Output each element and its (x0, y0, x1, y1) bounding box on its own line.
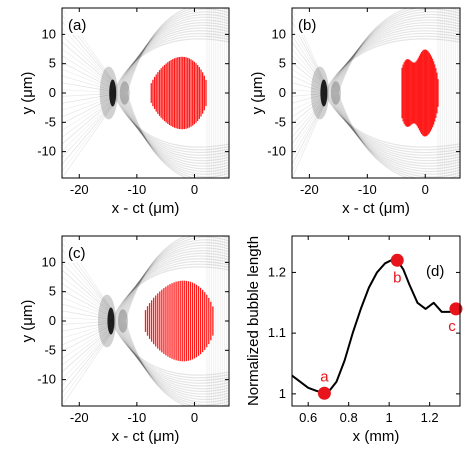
x-tick-label: 0.8 (340, 410, 358, 425)
y-tick-label: 1 (279, 386, 286, 401)
y-tick-label: -10 (37, 372, 56, 387)
x-tick-label: 0 (191, 410, 198, 425)
marker-label-b: b (393, 269, 401, 286)
y-tick-label: -5 (44, 114, 56, 129)
particle-bunch (402, 50, 438, 137)
marker-label-c: c (448, 318, 456, 335)
x-tick-label: 1.2 (421, 410, 439, 425)
panel-d: a b c 0.6 0.8 1 1.2 1 1.1 1.2 x (mm) Normalized bub… (245, 236, 462, 445)
panel-c: -20 -10 0 -10 -5 0 5 10 x - ct (μm) y (μm) (c) (19, 232, 234, 445)
marker-c (449, 302, 462, 315)
y-tick-label: -5 (44, 342, 56, 357)
y-tick-label: 5 (279, 56, 286, 71)
y-tick-label: 1.2 (268, 264, 286, 279)
x-axis-label: x - ct (μm) (112, 200, 180, 217)
x-tick-label: 0.6 (299, 410, 317, 425)
y-tick-label: -10 (37, 144, 56, 159)
x-axis-label: x - ct (μm) (342, 200, 410, 217)
x-tick-label: -10 (358, 182, 377, 197)
y-tick-label: 10 (42, 26, 56, 41)
y-tick-label: 10 (272, 26, 286, 41)
x-tick-label: -20 (300, 182, 319, 197)
y-axis-label: y (μm) (19, 72, 36, 115)
y-tick-label: -10 (267, 144, 286, 159)
marker-b (391, 254, 404, 267)
x-tick-label: -10 (127, 182, 146, 197)
y-tick-label: 10 (42, 254, 56, 269)
x-axis-label: x (mm) (353, 428, 400, 445)
marker-label-a: a (320, 368, 329, 385)
y-tick-label: 5 (49, 284, 56, 299)
marker-a (318, 387, 331, 400)
y-tick-label: -5 (274, 114, 286, 129)
x-tick-label: 1 (386, 410, 393, 425)
y-axis-label: y (μm) (19, 300, 36, 343)
panel-a: -20 -10 0 -10 -5 0 5 10 x - ct (μm) y (μm) (a) (19, 4, 234, 217)
y-tick-label: 1.1 (268, 325, 286, 340)
x-axis-label: x - ct (μm) (112, 428, 180, 445)
panel-label: (d) (426, 263, 444, 280)
y-tick-label: 0 (49, 313, 56, 328)
series-line (292, 260, 456, 392)
panel-label: (c) (68, 245, 86, 262)
panel-b: -20 -10 0 -10 -5 0 5 10 x - ct (μm) y (μm) (b) (249, 4, 465, 217)
y-tick-label: 0 (49, 85, 56, 100)
bubble-length-curve (292, 260, 456, 392)
y-tick-label: 0 (279, 85, 286, 100)
y-axis-label: y (μm) (249, 72, 266, 115)
y-axis-label: Normalized bubble length (245, 236, 262, 406)
axes-frame (292, 236, 460, 406)
x-tick-label: 0 (422, 182, 429, 197)
x-tick-label: -20 (70, 410, 89, 425)
panel-label: (b) (298, 17, 316, 34)
x-tick-label: 0 (191, 182, 198, 197)
x-tick-label: -10 (127, 410, 146, 425)
y-tick-label: 5 (49, 56, 56, 71)
x-tick-label: -20 (70, 182, 89, 197)
panel-label: (a) (68, 17, 86, 34)
